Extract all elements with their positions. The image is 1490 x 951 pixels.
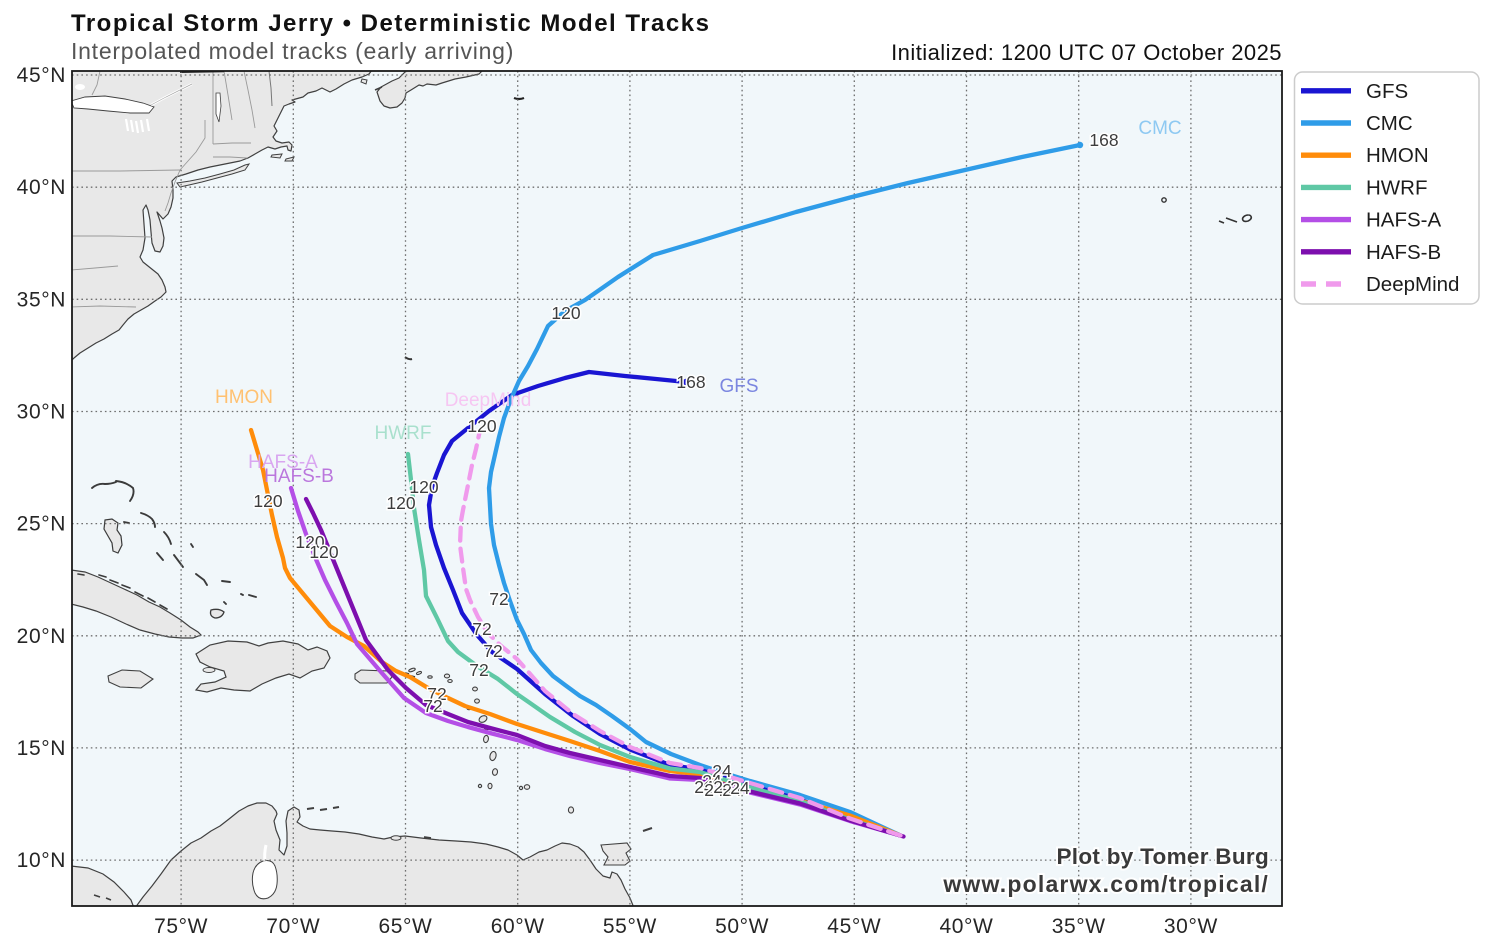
svg-text:40°W: 40°W (940, 915, 994, 938)
svg-text:HAFS-B: HAFS-B (264, 466, 334, 487)
svg-text:Initialized: 1200 UTC 07 Octob: Initialized: 1200 UTC 07 October 2025 (891, 40, 1282, 65)
svg-text:24: 24 (722, 780, 742, 800)
svg-text:45°W: 45°W (827, 915, 881, 938)
svg-text:40°N: 40°N (17, 176, 66, 199)
svg-text:35°N: 35°N (17, 288, 66, 311)
svg-text:DeepMind: DeepMind (445, 390, 532, 411)
svg-text:35°W: 35°W (1052, 915, 1106, 938)
svg-text:15°N: 15°N (17, 737, 66, 760)
svg-text:45°N: 45°N (17, 64, 66, 87)
svg-text:HWRF: HWRF (375, 423, 432, 444)
svg-text:72: 72 (472, 619, 491, 639)
svg-text:70°W: 70°W (266, 915, 320, 938)
svg-text:GFS: GFS (719, 376, 758, 397)
svg-text:Tropical Storm Jerry • Determi: Tropical Storm Jerry • Deterministic Mod… (71, 10, 710, 37)
svg-text:120: 120 (551, 303, 580, 323)
svg-text:30°W: 30°W (1164, 915, 1218, 938)
svg-text:72: 72 (469, 660, 488, 680)
svg-text:65°W: 65°W (379, 915, 433, 938)
svg-text:HWRF: HWRF (1366, 176, 1427, 199)
svg-text:120: 120 (295, 532, 324, 552)
svg-text:24: 24 (694, 777, 714, 797)
svg-text:24: 24 (730, 778, 750, 798)
svg-text:30°N: 30°N (17, 401, 66, 424)
svg-text:72: 72 (489, 589, 508, 609)
svg-text:CMC: CMC (1366, 112, 1413, 135)
svg-text:120: 120 (467, 416, 496, 436)
svg-text:24: 24 (702, 771, 722, 791)
svg-text:168: 168 (676, 372, 705, 392)
svg-text:HAFS-B: HAFS-B (1366, 241, 1441, 264)
svg-text:60°W: 60°W (491, 915, 545, 938)
svg-text:120: 120 (386, 493, 415, 513)
svg-text:HAFS-A: HAFS-A (248, 452, 318, 473)
svg-text:72: 72 (423, 696, 442, 716)
svg-text:Interpolated model tracks (ear: Interpolated model tracks (early arrivin… (71, 38, 514, 64)
svg-text:72: 72 (427, 684, 446, 704)
svg-text:55°W: 55°W (603, 915, 657, 938)
svg-text:CMC: CMC (1138, 118, 1181, 139)
svg-text:120: 120 (409, 477, 438, 497)
svg-text:www.polarwx.com/tropical/: www.polarwx.com/tropical/ (942, 871, 1269, 897)
svg-text:75°W: 75°W (154, 915, 208, 938)
svg-text:24: 24 (704, 780, 724, 800)
svg-text:72: 72 (483, 641, 502, 661)
svg-text:HAFS-A: HAFS-A (1366, 209, 1442, 232)
svg-text:24: 24 (712, 761, 732, 781)
svg-text:Plot by Tomer Burg: Plot by Tomer Burg (1057, 844, 1270, 869)
svg-text:HMON: HMON (1366, 144, 1429, 167)
svg-text:50°W: 50°W (715, 915, 769, 938)
svg-text:24: 24 (713, 777, 733, 797)
svg-text:120: 120 (253, 491, 282, 511)
svg-text:10°N: 10°N (17, 849, 66, 872)
svg-text:DeepMind: DeepMind (1366, 273, 1459, 296)
svg-text:25°N: 25°N (17, 513, 66, 536)
svg-text:20°N: 20°N (17, 625, 66, 648)
svg-text:168: 168 (1089, 130, 1118, 150)
svg-text:GFS: GFS (1366, 80, 1408, 103)
svg-text:120: 120 (309, 542, 338, 562)
svg-text:HMON: HMON (215, 387, 273, 408)
